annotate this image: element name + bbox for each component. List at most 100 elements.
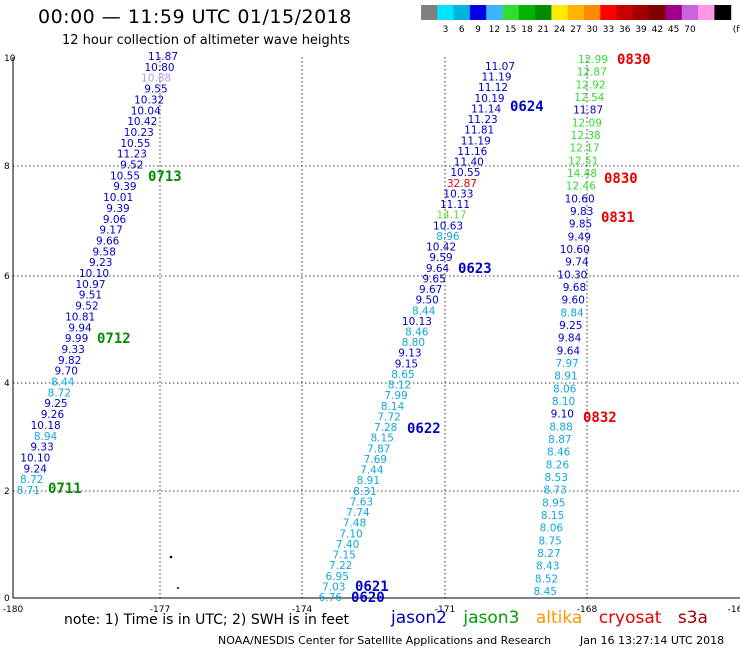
wave-height-value: 7.22 bbox=[329, 560, 352, 572]
wave-height-value: 10.55 bbox=[120, 138, 150, 150]
wave-height-value: 12.46 bbox=[566, 181, 596, 193]
wave-height-value: 7.44 bbox=[360, 465, 384, 477]
wave-height-value: 11.12 bbox=[478, 82, 508, 94]
colorbar-label: 36 bbox=[619, 25, 631, 35]
map-subtitle: 12 hour collection of altimeter wave hei… bbox=[62, 33, 350, 48]
colorbar-label: 42 bbox=[652, 25, 663, 35]
wave-height-value: 10.01 bbox=[103, 192, 133, 204]
x-tick-label: -177 bbox=[150, 605, 170, 615]
pass-time-label: 0713 bbox=[148, 169, 182, 185]
colorbar-swatch bbox=[698, 5, 715, 20]
wave-height-value: 10.81 bbox=[65, 311, 95, 323]
wave-height-value: 8.73 bbox=[543, 485, 566, 497]
wave-height-value: 8.15 bbox=[541, 510, 564, 522]
wave-height-value: 7.03 bbox=[322, 581, 345, 593]
wave-height-value: 8.53 bbox=[545, 472, 568, 484]
wave-height-value: 8.52 bbox=[535, 573, 558, 585]
wave-height-value: 8.87 bbox=[548, 434, 571, 446]
wave-height-value: 8.06 bbox=[540, 523, 564, 535]
y-tick-label: 0 bbox=[4, 594, 10, 604]
wave-height-value: 8.46 bbox=[405, 327, 429, 339]
wave-height-value: 9.84 bbox=[558, 333, 582, 345]
wave-height-value: 11.14 bbox=[471, 103, 501, 115]
wave-height-value: 7.72 bbox=[377, 411, 400, 423]
wave-height-value: 9.55 bbox=[144, 84, 167, 96]
y-tick-label: 8 bbox=[4, 162, 10, 172]
satellite-legend: jason2 jason3 altika cryosat s3a bbox=[391, 608, 719, 628]
legend-s3a: s3a bbox=[677, 608, 708, 628]
wave-height-value: 11.11 bbox=[440, 199, 470, 211]
colorbar-label: 24 bbox=[554, 25, 566, 35]
wave-height-value: 8.91 bbox=[357, 475, 380, 487]
wave-height-value: 11.81 bbox=[464, 125, 494, 137]
wave-height-value: 9.52 bbox=[75, 301, 98, 313]
wave-height-value: 12.92 bbox=[576, 79, 606, 91]
colorbar-label: 3 bbox=[443, 25, 449, 35]
wave-height-value: 8.12 bbox=[388, 380, 411, 392]
colorbar-swatch bbox=[616, 5, 634, 20]
colorbar-swatch bbox=[665, 5, 683, 20]
wave-height-value: 14.48 bbox=[567, 168, 597, 180]
wave-height-value: 11.40 bbox=[454, 157, 484, 169]
wave-height-value: 7.97 bbox=[555, 358, 578, 370]
wave-height-value: 12.17 bbox=[569, 143, 599, 155]
wave-height-value: 10.04 bbox=[131, 105, 161, 117]
wave-height-value: 7.28 bbox=[374, 422, 397, 434]
wave-height-value: 11.87 bbox=[573, 105, 603, 117]
wave-height-value: 9.39 bbox=[113, 181, 136, 193]
wave-height-value: 8.43 bbox=[536, 561, 559, 573]
wave-height-value: 10.30 bbox=[557, 269, 587, 281]
colorbar bbox=[421, 5, 732, 20]
map-title: 00:00 — 11:59 UTC 01/15/2018 bbox=[38, 6, 352, 28]
wave-height-value: 8.91 bbox=[554, 371, 577, 383]
wave-height-value: 10.60 bbox=[560, 244, 590, 256]
stray-dot bbox=[169, 555, 173, 559]
wave-height-value: 9.52 bbox=[120, 160, 143, 172]
wave-height-value: 10.32 bbox=[134, 94, 164, 106]
track-a: 11.8710.8010.889.5510.3210.0410.4210.231… bbox=[17, 51, 178, 497]
wave-height-value: 12.54 bbox=[574, 92, 604, 104]
wave-height-value: 7.99 bbox=[384, 390, 407, 402]
colorbar-label: 30 bbox=[586, 25, 598, 35]
wave-height-value: 11.07 bbox=[485, 61, 515, 73]
wave-height-value: 9.66 bbox=[96, 235, 120, 247]
wave-height-value: 7.74 bbox=[346, 507, 370, 519]
wave-height-value: 7.15 bbox=[332, 550, 355, 562]
wave-height-value: 9.85 bbox=[569, 219, 592, 231]
wave-height-value: 9.50 bbox=[415, 295, 438, 307]
wave-height-value: 10.42 bbox=[426, 242, 456, 254]
y-tick-label: 2 bbox=[4, 487, 10, 497]
wave-height-value: 9.64 bbox=[557, 345, 581, 357]
colorbar-label: 33 bbox=[603, 25, 614, 35]
colorbar-swatch bbox=[567, 5, 585, 20]
colorbar-swatch bbox=[649, 5, 666, 20]
pass-time-label: 0830 bbox=[617, 52, 651, 68]
wave-height-value: 32.87 bbox=[447, 178, 477, 190]
wave-height-value: 8.72 bbox=[48, 387, 71, 399]
x-tick-label: -168 bbox=[577, 605, 598, 615]
y-axis-ticks: 0 2 4 6 8 10 bbox=[4, 54, 16, 604]
wave-height-value: 9.60 bbox=[562, 295, 585, 307]
wave-height-value: 9.59 bbox=[429, 252, 452, 264]
wave-height-value: 9.70 bbox=[55, 366, 78, 378]
wave-height-value: 9.24 bbox=[24, 463, 48, 475]
footer-note: note: 1) Time is in UTC; 2) SWH is in fe… bbox=[64, 612, 350, 628]
wave-height-value: 14.17 bbox=[436, 210, 466, 222]
wave-height-value: 9.25 bbox=[559, 320, 582, 332]
y-tick-label: 4 bbox=[4, 379, 10, 389]
colorbar-swatch bbox=[584, 5, 601, 20]
wave-height-value: 10.18 bbox=[31, 420, 61, 432]
wave-height-value: 8.27 bbox=[537, 548, 560, 560]
wave-height-value: 9.99 bbox=[65, 333, 88, 345]
wave-height-value: 8.72 bbox=[20, 474, 43, 486]
colorbar-unit: (ft) bbox=[733, 25, 740, 35]
wave-height-value: 11.19 bbox=[481, 72, 511, 84]
wave-height-value: 9.13 bbox=[398, 348, 421, 360]
wave-height-value: 10.13 bbox=[402, 316, 432, 328]
colorbar-swatch bbox=[421, 5, 438, 20]
wave-height-value: 8.10 bbox=[552, 396, 575, 408]
pass-time-label: 0623 bbox=[458, 261, 492, 277]
wave-height-value: 8.80 bbox=[402, 337, 425, 349]
